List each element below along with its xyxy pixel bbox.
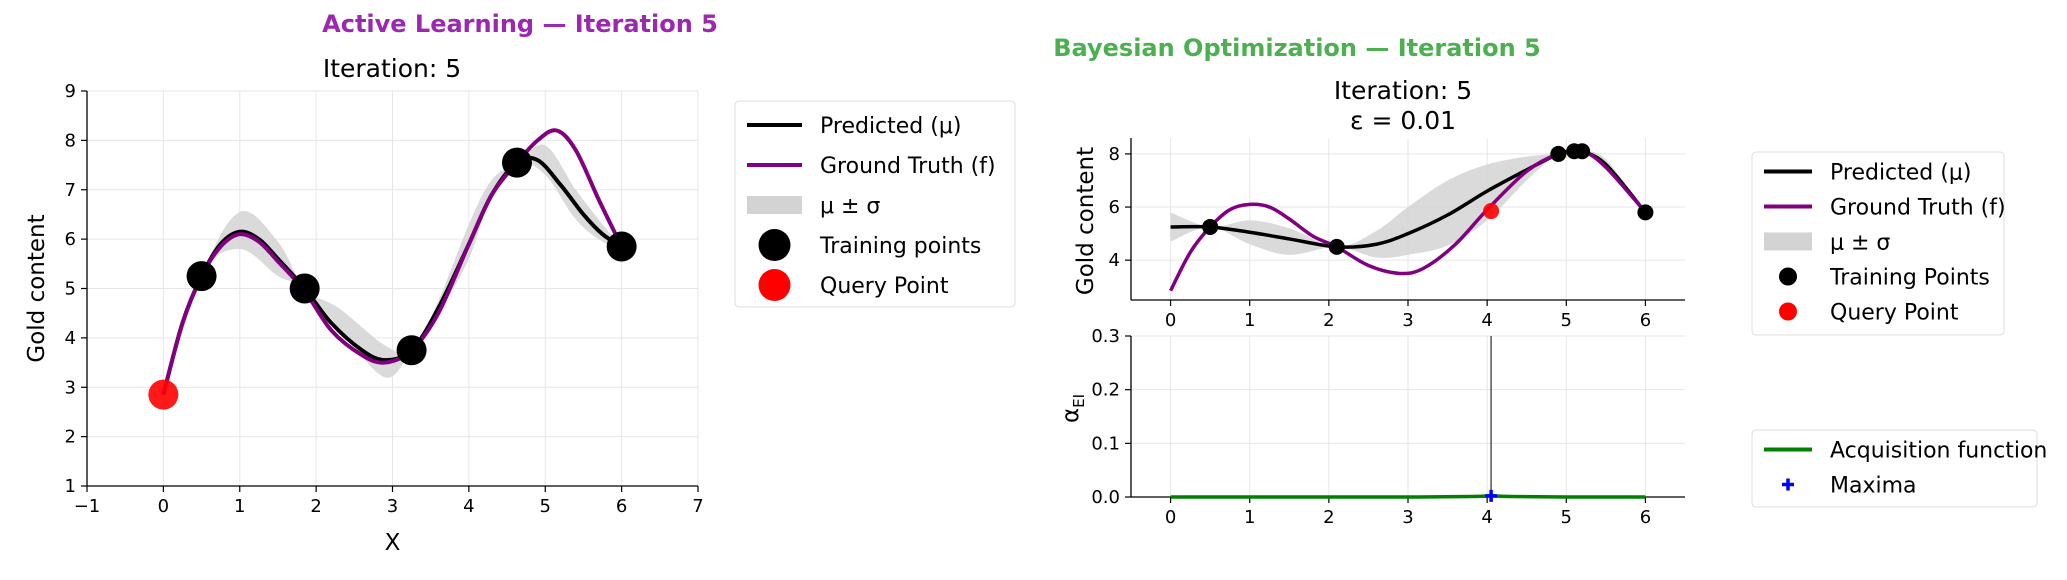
legend-marker-handle [1779, 302, 1797, 321]
legend-label: Ground Truth (f) [820, 154, 996, 179]
y-tick-label: 9 [65, 81, 76, 102]
x-tick-label: 2 [310, 496, 321, 517]
legend-label: Predicted (μ) [820, 114, 961, 139]
x-tick-label: 7 [692, 496, 703, 517]
legend-frame [734, 100, 1016, 308]
y-tick-label: 3 [65, 377, 76, 398]
x-tick-label: 3 [387, 496, 398, 517]
sigma-band [1170, 149, 1646, 258]
y-tick-label: 6 [1109, 197, 1120, 218]
legend-marker-handle [758, 229, 791, 261]
active-learning-xlabel: X [385, 530, 401, 556]
legend-band-handle [1764, 232, 1812, 251]
y-tick-label: 1 [65, 476, 76, 497]
training-point-marker [1202, 218, 1219, 235]
legend-label: μ ± σ [1830, 231, 1890, 256]
x-tick-label: 1 [234, 496, 245, 517]
maxima-marker [1485, 489, 1498, 502]
legend-marker-handle [1779, 267, 1797, 286]
training-point-marker [396, 335, 427, 366]
legend-label: Predicted (μ) [1830, 161, 1971, 186]
bayes-posterior-axes: 0 1 2 3 4 5 6 4 6 8 [1109, 138, 1685, 331]
y-tick-label: 0.1 [1091, 433, 1120, 454]
active-learning-axes: −1 0 1 2 3 4 5 6 7 1 2 3 4 5 6 7 8 9 [65, 81, 704, 517]
training-point-marker [1328, 238, 1345, 255]
legend-band-handle [747, 196, 802, 214]
training-point-marker [186, 261, 217, 292]
legend-label: Ground Truth (f) [1830, 196, 2006, 221]
x-tick-label: 6 [616, 496, 627, 517]
training-point-marker [1637, 204, 1654, 221]
legend-label: Training points [819, 234, 981, 259]
legend-label: μ ± σ [820, 194, 880, 219]
query-point-marker [148, 379, 179, 410]
legend-label: Maxima [1830, 474, 1917, 499]
bayes-opt-title-epsilon: ε = 0.01 [1350, 106, 1456, 135]
training-point-marker [289, 273, 320, 304]
training-point-marker [501, 147, 532, 178]
legend-maxima-handle [1782, 478, 1794, 491]
active-learning-suptitle: Active Learning — Iteration 5 [322, 10, 718, 38]
x-tick-label: 5 [1561, 310, 1572, 331]
x-tick-label: 5 [540, 496, 551, 517]
legend-label: Query Point [1830, 301, 1959, 326]
x-tick-label: 0 [158, 496, 169, 517]
acquisition-functionline [1170, 494, 1646, 499]
training-point-marker [1574, 143, 1591, 160]
active-learning-ylabel: Gold content [24, 214, 50, 362]
legend-label: Acquisition function [1830, 439, 2047, 464]
ground-truth-f-line [161, 128, 624, 396]
bayes-opt-title-iteration: Iteration: 5 [1334, 76, 1472, 105]
bayes-acquisition-ylabel: αEI [1058, 394, 1088, 423]
active-learning-title: Iteration: 5 [323, 54, 461, 83]
y-tick-label: 4 [1109, 250, 1120, 271]
y-tick-label: 6 [65, 229, 76, 250]
x-tick-label: 4 [1481, 310, 1492, 331]
training-point-marker [1550, 145, 1567, 162]
x-tick-label: −1 [74, 496, 101, 517]
legend: Acquisition function Maxima [1751, 429, 2047, 508]
bayes-posterior-ylabel: Gold content [1073, 147, 1099, 295]
y-tick-label: 0.2 [1091, 380, 1120, 401]
legend: Predicted (μ) Ground Truth (f) μ ± σ Traini… [1751, 151, 2006, 336]
legend-label: Training Points [1829, 266, 1990, 291]
legend-frame [1751, 151, 2005, 336]
x-tick-label: 3 [1402, 310, 1413, 331]
y-tick-label: 2 [65, 427, 76, 448]
x-tick-label: 2 [1323, 507, 1334, 528]
y-tick-label: 8 [1109, 144, 1120, 165]
x-tick-label: 6 [1640, 310, 1651, 331]
training-point-marker [606, 231, 637, 262]
x-tick-label: 3 [1402, 507, 1413, 528]
x-tick-label: 1 [1244, 507, 1255, 528]
legend-marker-handle [758, 269, 791, 301]
legend-label: Query Point [820, 274, 949, 299]
y-tick-label: 0.3 [1091, 326, 1120, 347]
x-tick-label: 4 [1481, 507, 1492, 528]
y-tick-label: 8 [65, 130, 76, 151]
x-tick-label: 4 [463, 496, 474, 517]
legend: Predicted (μ) Ground Truth (f) μ ± σ Traini… [734, 100, 1016, 308]
y-tick-label: 4 [65, 328, 76, 349]
bayes-acquisition-axes: 0 1 2 3 4 5 6 0.0 0.1 0.2 0.3 [1091, 326, 1685, 528]
x-tick-label: 5 [1561, 507, 1572, 528]
y-tick-label: 7 [65, 180, 76, 201]
y-tick-label: 0.0 [1091, 487, 1120, 508]
x-tick-label: 2 [1323, 310, 1334, 331]
x-tick-label: 0 [1165, 310, 1176, 331]
query-point-marker [1483, 203, 1500, 220]
x-tick-label: 6 [1640, 507, 1651, 528]
x-tick-label: 0 [1165, 507, 1176, 528]
bayes-opt-suptitle: Bayesian Optimization — Iteration 5 [1053, 34, 1541, 62]
y-tick-label: 5 [65, 279, 76, 300]
legend-frame [1751, 429, 2038, 508]
x-tick-label: 1 [1244, 310, 1255, 331]
